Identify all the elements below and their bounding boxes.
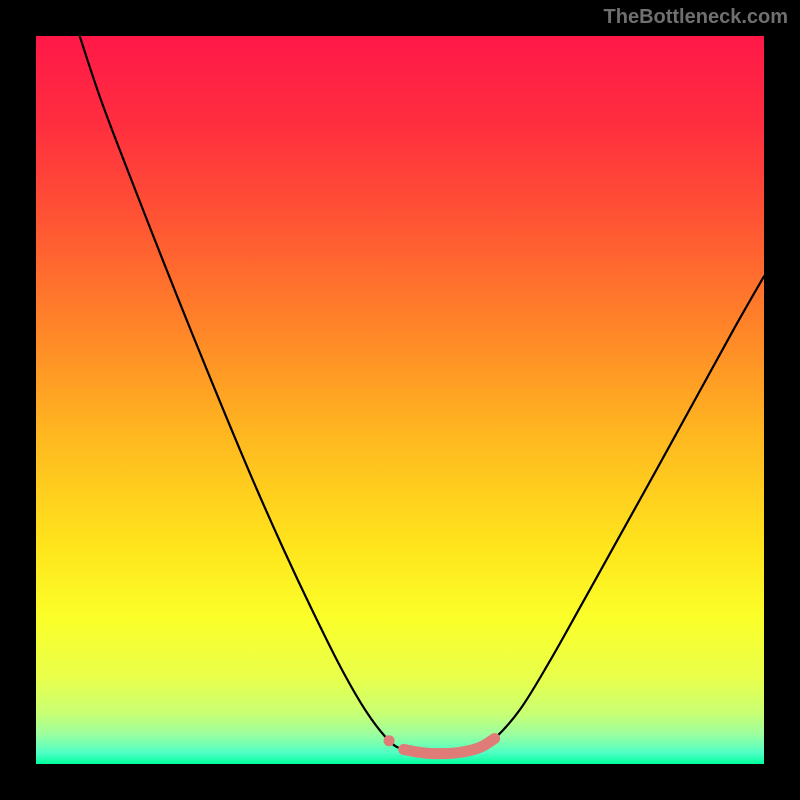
curve-trough-highlight [404,739,495,754]
watermark-text: TheBottleneck.com [604,6,788,29]
curve-min-marker [384,735,395,746]
plot-area [36,36,764,764]
bottleneck-curve [80,36,764,754]
curve-layer [36,36,764,764]
